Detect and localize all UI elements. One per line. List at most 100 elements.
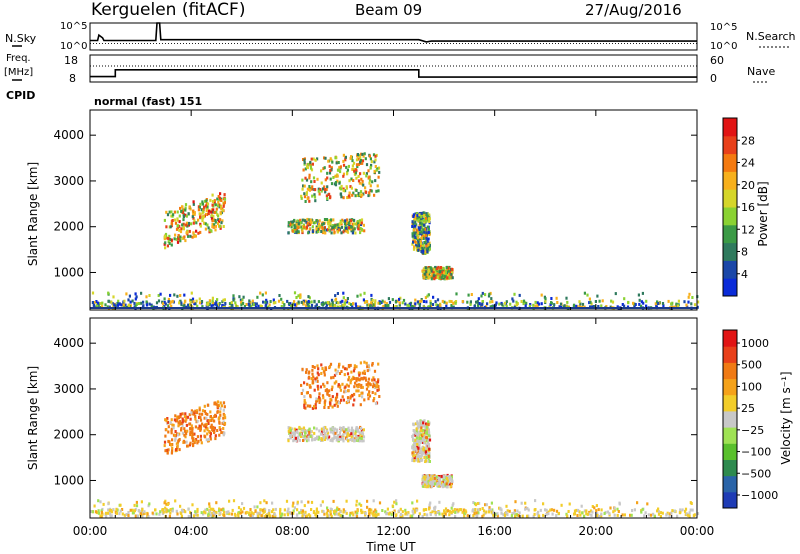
power-echo-cell [345, 226, 348, 230]
power-echo-cell [591, 305, 594, 309]
velocity-echo-cell [357, 371, 360, 375]
power-echo-cell [178, 228, 181, 232]
velocity-echo-cell [350, 370, 353, 374]
velocity-echo-cell [669, 512, 672, 516]
power-echo-cell [321, 223, 324, 226]
velocity-echo-cell [323, 512, 326, 516]
power-echo-cell [205, 209, 208, 212]
power-echo-cell [184, 299, 187, 303]
velocity-echo-cell [354, 432, 357, 436]
velocity-echo-cell [279, 509, 282, 513]
power-echo-cell [419, 225, 422, 229]
velocity-echo-cell [415, 458, 418, 462]
velocity-echo-cell [363, 372, 366, 375]
velocity-echo-cell [263, 499, 266, 503]
power-echo-cell [303, 184, 306, 188]
power-echo-cell [196, 304, 199, 308]
power-colorbar-tick-label: 20 [741, 179, 755, 192]
power-echo-cell [418, 302, 422, 305]
velocity-echo-cell [448, 510, 451, 513]
velocity-echo-cell [526, 514, 529, 518]
velocity-echo-cell [171, 446, 174, 450]
power-echo-cell [576, 305, 579, 309]
velocity-echo-cell [196, 435, 199, 439]
velocity-echo-cell [428, 431, 431, 435]
velocity-echo-cell [513, 509, 516, 513]
power-echo-cell [180, 209, 183, 213]
velocity-echo-cell [355, 426, 358, 430]
velocity-echo-cell [488, 508, 491, 512]
power-echo-cell [361, 179, 364, 183]
power-echo-cell [454, 301, 457, 305]
power-echo-cell [534, 300, 537, 304]
velocity-echo-cell [321, 500, 324, 504]
power-echo-cell [326, 220, 329, 224]
power-echo-cell [422, 211, 425, 215]
power-echo-cell [201, 202, 204, 206]
velocity-echo-cell [581, 511, 584, 515]
noise-panel-frame [89, 22, 698, 51]
power-echo-cell [210, 210, 213, 214]
power-echo-cell [183, 304, 186, 308]
velocity-echo-cell [532, 514, 535, 518]
velocity-echo-cell [110, 508, 113, 512]
velocity-echo-cell [353, 437, 356, 441]
power-echo-cell [184, 208, 187, 212]
power-echo-cell [195, 229, 198, 233]
velocity-echo-cell [503, 514, 507, 517]
velocity-echo-cell [223, 414, 226, 418]
power-echo-cell [427, 293, 430, 297]
velocity-echo-cell [421, 446, 424, 450]
power-echo-cell [202, 216, 205, 220]
velocity-echo-cell [164, 509, 167, 513]
velocity-echo-cell [440, 474, 443, 478]
power-echo-cell [544, 297, 547, 301]
power-echo-cell [179, 299, 182, 303]
power-echo-cell [315, 219, 318, 222]
power-echo-cell [211, 225, 214, 229]
velocity-echo-cell [424, 426, 427, 430]
power-echo-cell [415, 231, 418, 235]
frequency-panel: 18 8 60 0 [64, 54, 724, 85]
velocity-echo-cell [181, 431, 184, 435]
power-echo-cell [213, 219, 216, 222]
power-echo-cell [351, 231, 354, 235]
power-echo-cell [343, 301, 347, 305]
velocity-echo-cell [200, 441, 203, 445]
power-echo-cell [346, 221, 349, 224]
power-echo-cell [436, 276, 439, 280]
power-echo-cell [373, 304, 376, 308]
velocity-echo-cell [357, 389, 360, 393]
power-echo-cell [339, 300, 342, 304]
power-echo-cell [206, 223, 209, 227]
power-echo-cell [345, 218, 349, 222]
power-echo-cell [264, 304, 267, 308]
power-echo-cell [177, 237, 180, 241]
freq-panel-frame [89, 54, 698, 83]
power-echo-cell [280, 305, 283, 308]
power-echo-cell [329, 177, 332, 181]
power-echo-cell [217, 200, 220, 204]
power-echo-cell [436, 267, 439, 271]
velocity-echo-cell [644, 511, 647, 515]
velocity-echo-cell [670, 511, 673, 515]
power-echo-cell [616, 305, 619, 309]
power-echo-cell [419, 239, 422, 243]
power-echo-cell [412, 240, 415, 244]
power-echo-cell [191, 215, 194, 219]
power-echo-cell [212, 214, 215, 218]
power-echo-cell [199, 215, 202, 219]
velocity-echo-cell [322, 396, 325, 400]
velocity-echo-cell [317, 387, 320, 391]
velocity-echo-cell [109, 512, 112, 516]
power-echo-cell [325, 303, 328, 307]
power-echo-cell [314, 188, 317, 192]
velocity-echo-cell [364, 376, 367, 380]
velocity-echo-cell [237, 514, 240, 518]
velocity-echo-cell [119, 509, 122, 513]
power-echo-cell [219, 224, 222, 228]
power-colorbar-tick-label: 16 [741, 201, 755, 214]
velocity-echo-cell [321, 367, 324, 370]
velocity-echo-cell [346, 430, 349, 434]
power-echo-cell [170, 304, 173, 308]
